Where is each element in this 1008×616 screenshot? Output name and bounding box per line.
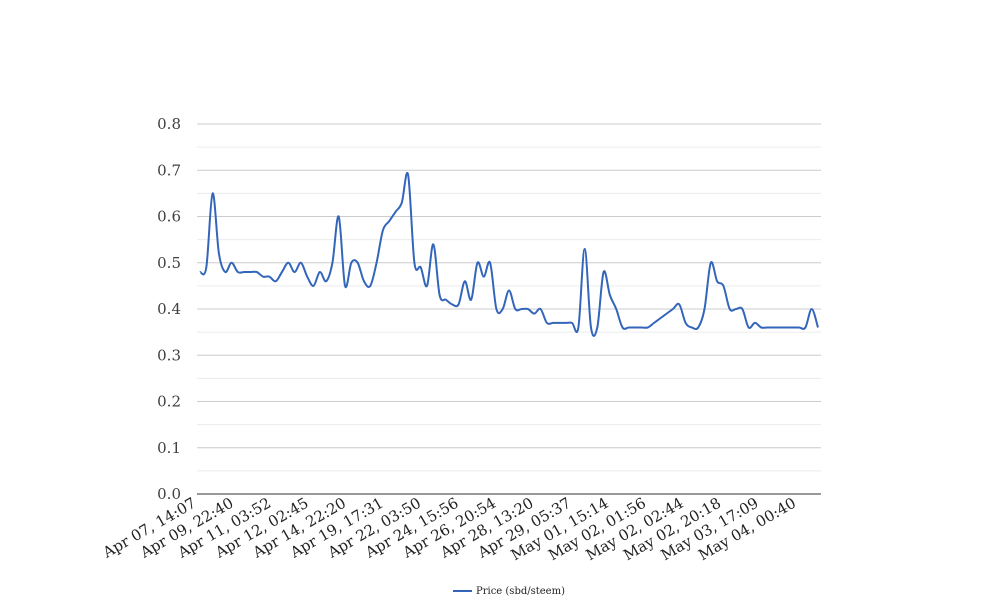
legend-label-price: Price (sbd/steem) [476, 586, 565, 597]
y-tick-label: 0.3 [157, 346, 181, 364]
y-tick-label: 0.5 [157, 254, 181, 272]
y-tick-label: 0.7 [157, 161, 181, 179]
grid-lines [197, 123, 821, 472]
y-tick-label: 0.1 [157, 439, 181, 457]
y-tick-label: 0.0 [157, 485, 181, 503]
legend: Price (sbd/steem) [453, 586, 565, 597]
y-axis-ticks: 0.0 0.1 0.2 0.3 0.4 0.5 0.6 0.7 0.8 [157, 115, 181, 503]
y-tick-label: 0.8 [157, 115, 181, 133]
series-group [199, 171, 819, 337]
y-tick-label: 0.6 [157, 208, 181, 226]
y-tick-label: 0.2 [157, 393, 181, 411]
series-line-price [199, 171, 819, 337]
y-tick-label: 0.4 [157, 300, 181, 318]
